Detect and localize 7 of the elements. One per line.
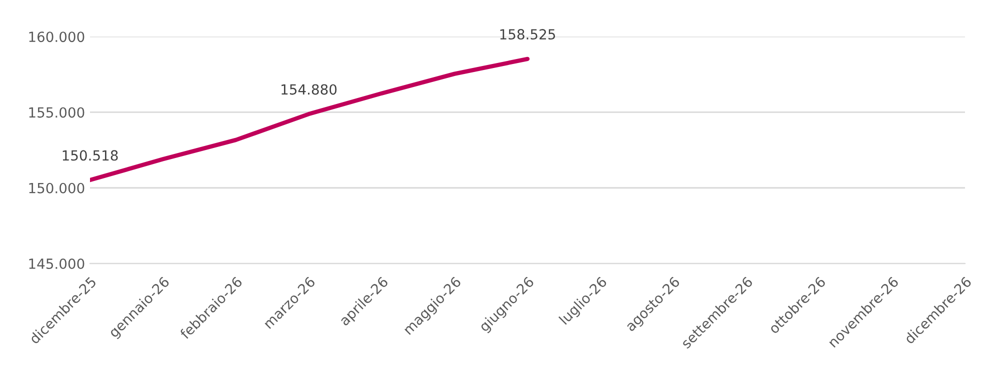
y-tick-label: 160.000 [29, 32, 84, 42]
data-label: 158.525 [500, 29, 556, 40]
y-tick-label: 155.000 [29, 107, 84, 118]
data-label: 150.518 [62, 150, 118, 161]
y-tick-label: 145.000 [29, 258, 84, 269]
data-label: 154.880 [282, 84, 337, 95]
y-tick-label: 150.000 [29, 182, 84, 194]
